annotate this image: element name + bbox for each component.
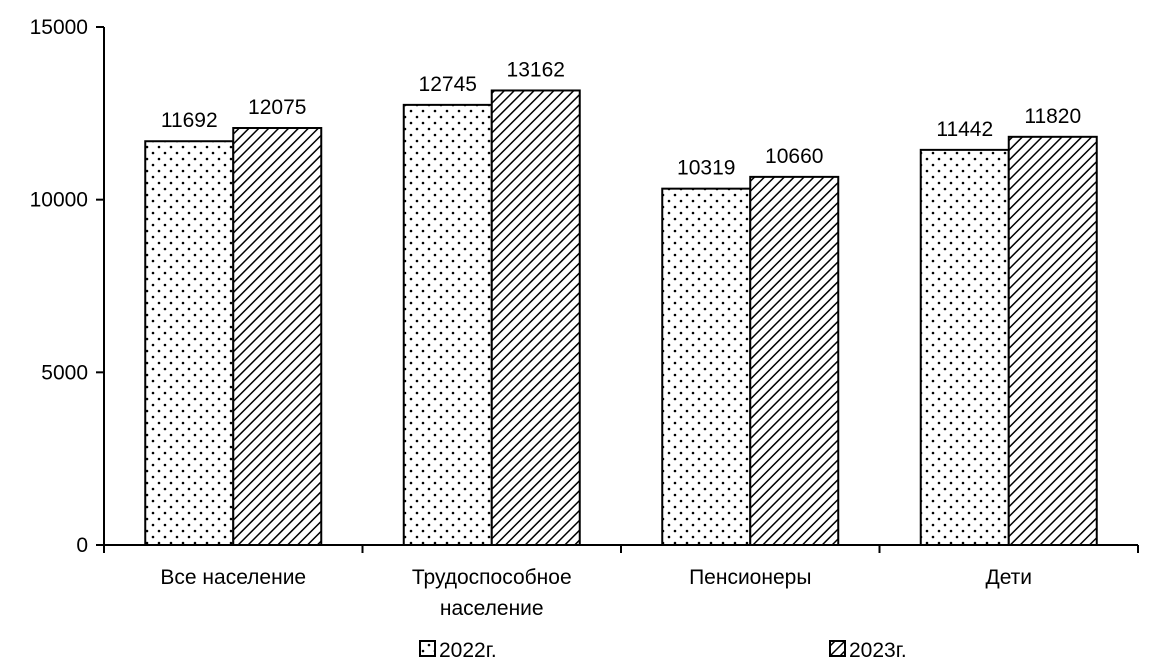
data-label-2-3: 10660 [765,145,823,168]
bar-2-1 [232,127,323,546]
bar-1-2 [402,103,493,546]
x-tick-label-2: Трудоспособное население [412,566,572,620]
y-axis: 0 5000 10000 15000 [30,16,105,557]
data-label-2-2: 13162 [507,58,565,81]
bar-1-1 [144,140,235,546]
bar-1-4 [919,148,1010,546]
legend-item-2: 2023г. [829,639,907,662]
legend-label-2: 2023г. [849,639,907,662]
legend-swatch-2 [829,640,846,657]
legend-item-1: 2022г. [419,639,497,662]
bar-2-4 [1007,135,1098,546]
x-tick-label-1: Все население [160,566,306,589]
data-label-2-4: 11820 [1024,105,1081,128]
data-labels-group: 11692 12075 12745 13162 10319 10660 11442 11820 [161,58,1081,179]
bar-2-3 [749,175,840,546]
legend-swatch-1 [419,640,436,657]
bars-group [144,89,1098,547]
y-tick-label-1: 5000 [41,361,88,384]
y-tick-label-0: 0 [76,534,88,557]
data-label-1-4: 11442 [936,118,993,141]
data-label-1-1: 11692 [161,109,218,132]
data-label-1-3: 10319 [677,157,735,180]
x-tick-label-3: Пенсионеры [689,566,811,589]
legend-label-1: 2022г. [439,639,497,662]
y-tick-label-3: 15000 [30,16,88,39]
bar-2-2 [490,89,581,547]
y-tick-label-2: 10000 [30,189,88,212]
legend: 2022г. 2023г. [419,639,907,662]
data-label-2-1: 12075 [248,96,306,119]
x-tick-label-4: Дети [985,566,1032,589]
x-axis: Все население Трудоспособное население Пенс… [103,544,1139,620]
data-label-1-2: 12745 [419,73,477,96]
bar-1-3 [661,187,752,546]
